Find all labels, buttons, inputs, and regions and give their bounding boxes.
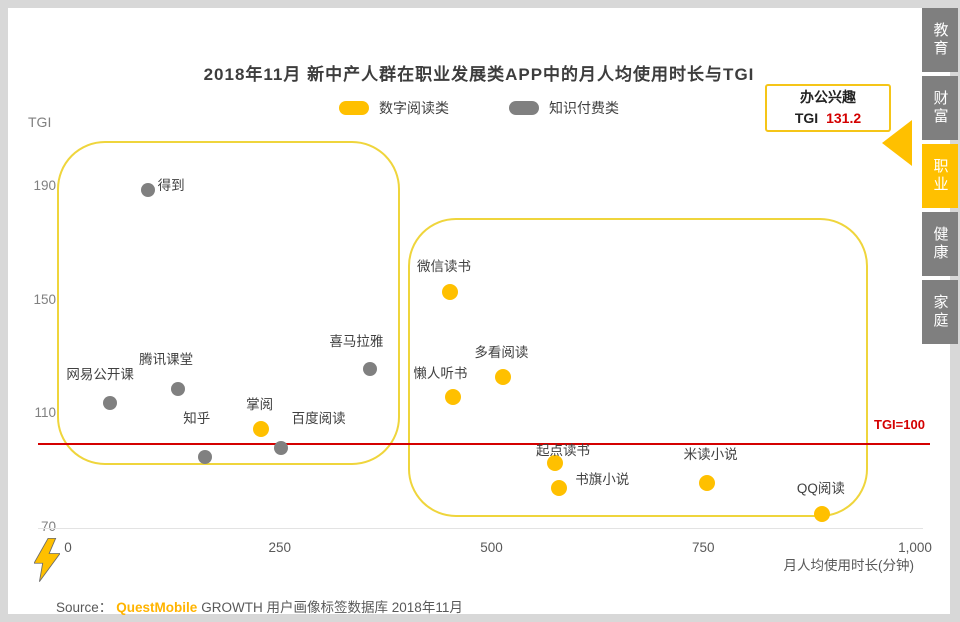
active-tab-pointer-icon bbox=[882, 120, 912, 166]
point-label: 掌阅 bbox=[246, 396, 274, 412]
sidebar-tab-family[interactable]: 家庭 bbox=[922, 280, 958, 344]
sidebar-tab-wealth[interactable]: 财富 bbox=[922, 76, 958, 140]
series-group-outline bbox=[407, 218, 868, 517]
y-axis-tick-label: 70 bbox=[40, 519, 56, 534]
tab-label: 教育 bbox=[931, 22, 949, 58]
scatter-point bbox=[198, 449, 213, 464]
x-axis-tick-label: 750 bbox=[691, 540, 715, 555]
x-axis-tick-label: 500 bbox=[480, 540, 503, 555]
scatter-point bbox=[171, 381, 186, 396]
sidebar-tab-career[interactable]: 职业 bbox=[922, 144, 958, 208]
series-group-outline bbox=[57, 141, 401, 466]
source-rest: GROWTH 用户画像标签数据库 2018年11月 bbox=[201, 600, 463, 615]
scatter-point bbox=[813, 505, 830, 522]
legend-item-digital-reading: 数字阅读类 bbox=[339, 98, 449, 118]
point-label: 懒人听书 bbox=[413, 366, 468, 382]
scatter-point bbox=[495, 369, 512, 386]
scatter-point bbox=[363, 361, 378, 376]
scatter-point bbox=[273, 441, 288, 456]
y-axis-tick-label: 110 bbox=[34, 405, 56, 421]
tgi-reference-line bbox=[38, 442, 930, 445]
category-tab-bar: 教育 财富 职业 健康 家庭 bbox=[922, 8, 958, 348]
legend-swatch-yellow bbox=[339, 101, 369, 115]
badge-tgi-line: TGI 131.2 bbox=[793, 108, 863, 129]
point-label: 起点读书 bbox=[536, 442, 591, 458]
scatter-point bbox=[253, 420, 270, 437]
plot-area: TGI=100 70 110 150 190 0 250 500 750 1,000 掌阅 微信读书懒… bbox=[33, 130, 932, 555]
source-brand: QuestMobile bbox=[116, 600, 198, 615]
point-label: 网易公开课 bbox=[66, 366, 134, 382]
x-axis-tick-label: 1,000 bbox=[898, 540, 932, 555]
point-label: 喜马拉雅 bbox=[329, 333, 384, 349]
legend-label: 知识付费类 bbox=[549, 100, 619, 116]
x-axis-title: 月人均使用时长(分钟) bbox=[783, 558, 915, 573]
chart-card: 2018年11月 新中产人群在职业发展类APP中的月人均使用时长与TGI 数字阅… bbox=[8, 8, 950, 616]
source-prefix: Source： bbox=[56, 600, 113, 615]
point-label: 得到 bbox=[157, 177, 185, 193]
point-label: 腾讯课堂 bbox=[139, 351, 194, 367]
scatter-point bbox=[445, 389, 462, 406]
x-axis-tick-label: 250 bbox=[268, 540, 292, 555]
source-line: Source： QuestMobile GROWTH 用户画像标签数据库 2018年… bbox=[56, 596, 467, 616]
y-axis-tick-label: 190 bbox=[33, 177, 56, 193]
point-label: QQ阅读 bbox=[796, 480, 845, 496]
badge-value: 131.2 bbox=[826, 110, 862, 126]
y-axis-title: TGI bbox=[28, 114, 52, 130]
x-axis-tick-label: 0 bbox=[64, 540, 72, 555]
scatter-point bbox=[441, 284, 458, 301]
point-label: 微信读书 bbox=[416, 259, 471, 275]
interest-badge: 办公兴趣 TGI 131.2 bbox=[765, 84, 891, 132]
point-label: 米读小说 bbox=[683, 446, 738, 462]
legend: 数字阅读类 知识付费类 bbox=[8, 98, 950, 118]
point-label: 书旗小说 bbox=[575, 472, 630, 488]
chart-title: 2018年11月 新中产人群在职业发展类APP中的月人均使用时长与TGI bbox=[203, 65, 755, 84]
scatter-point bbox=[698, 474, 715, 491]
badge-title: 办公兴趣 bbox=[800, 89, 856, 105]
point-label: 多看阅读 bbox=[474, 345, 529, 361]
scatter-point bbox=[547, 454, 564, 471]
scatter-point bbox=[103, 395, 118, 410]
legend-swatch-gray bbox=[509, 101, 539, 115]
badge-tgi-label: TGI bbox=[794, 110, 819, 126]
sidebar-tab-health[interactable]: 健康 bbox=[922, 212, 958, 276]
tab-label: 健康 bbox=[931, 226, 949, 262]
legend-item-paid-knowledge: 知识付费类 bbox=[509, 98, 619, 118]
tgi-reference-label: TGI=100 bbox=[874, 416, 925, 432]
point-label: 知乎 bbox=[183, 410, 211, 426]
scatter-point bbox=[140, 182, 155, 197]
tab-label: 财富 bbox=[931, 90, 949, 126]
lightning-bolt-icon bbox=[34, 538, 60, 582]
tab-label: 家庭 bbox=[931, 294, 949, 330]
legend-label: 数字阅读类 bbox=[379, 100, 449, 116]
y-axis-tick-label: 150 bbox=[33, 291, 56, 307]
point-label: 百度阅读 bbox=[291, 411, 346, 427]
sidebar-tab-education[interactable]: 教育 bbox=[922, 8, 958, 72]
scatter-point bbox=[551, 480, 568, 497]
tab-label: 职业 bbox=[931, 158, 949, 194]
